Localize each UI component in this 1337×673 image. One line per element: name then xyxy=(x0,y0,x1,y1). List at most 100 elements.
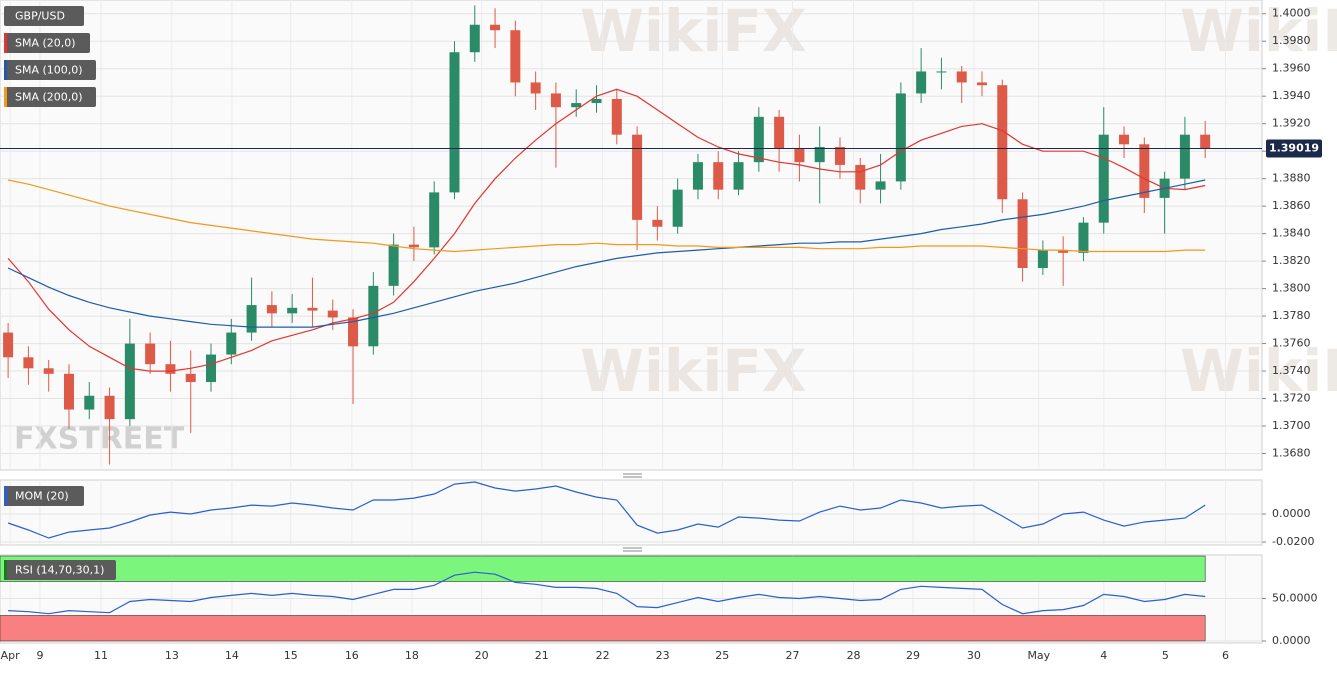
x-tick-label: 5 xyxy=(1162,649,1169,662)
candle-body xyxy=(550,93,561,108)
candle-body xyxy=(713,162,724,190)
x-tick-label: 15 xyxy=(284,649,298,662)
candle-body xyxy=(43,368,54,374)
y-tick-label: 1.3700 xyxy=(1272,419,1311,432)
candle-body xyxy=(1119,134,1130,145)
y-tick-label: 1.3840 xyxy=(1272,227,1311,240)
candle-body xyxy=(1179,134,1190,179)
candle-body xyxy=(936,71,947,73)
legend-swatch xyxy=(4,60,7,80)
legend-box[interactable] xyxy=(4,87,96,107)
candle-body xyxy=(916,71,927,94)
x-tick-label: 9 xyxy=(36,649,43,662)
candle-body xyxy=(733,162,744,190)
x-tick-label: 27 xyxy=(786,649,800,662)
series-line xyxy=(7,481,1206,539)
candle-body xyxy=(834,147,845,165)
candle-body xyxy=(692,162,703,190)
watermark: WikiFX xyxy=(1180,0,1337,65)
candle-body xyxy=(490,24,501,31)
y-tick-label: 1.3880 xyxy=(1272,172,1311,185)
x-tick-label: 4 xyxy=(1100,649,1107,662)
legend-box[interactable] xyxy=(4,33,90,53)
y-tick-label: 0.0000 xyxy=(1272,634,1311,647)
candle-body xyxy=(63,373,74,410)
candle-body xyxy=(307,307,318,311)
candle-body xyxy=(753,116,764,163)
level-band xyxy=(0,615,1206,642)
legend-label: SMA (100,0) xyxy=(15,64,83,77)
series-line xyxy=(7,88,1206,372)
legend-label: SMA (200,0) xyxy=(15,91,83,104)
candle-body xyxy=(449,52,460,193)
candle-body xyxy=(652,219,663,227)
candle-body xyxy=(246,305,257,333)
legend-box[interactable] xyxy=(4,6,84,26)
legend-label: SMA (20,0) xyxy=(15,37,76,50)
legend-label: MOM (20) xyxy=(15,490,69,503)
candle-body xyxy=(104,395,115,420)
candle-body xyxy=(145,343,156,365)
candle-body xyxy=(794,148,805,163)
candle-body xyxy=(3,332,14,358)
candle-body xyxy=(997,85,1008,200)
legend-swatch xyxy=(4,560,7,580)
y-tick-label: 1.3740 xyxy=(1272,364,1311,377)
y-tick-label: 0.0000 xyxy=(1272,507,1311,520)
panel-grip[interactable] xyxy=(623,473,642,552)
x-tick-label: 13 xyxy=(165,649,179,662)
y-tick-label: 1.3680 xyxy=(1272,447,1311,460)
x-tick-label: 28 xyxy=(847,649,861,662)
candle-body xyxy=(510,30,521,83)
candle-body xyxy=(591,98,602,104)
x-tick-label: 20 xyxy=(475,649,489,662)
candle-body xyxy=(206,354,217,383)
x-tick-label: 16 xyxy=(345,649,359,662)
x-tick-label: 25 xyxy=(715,649,729,662)
candle-body xyxy=(469,24,480,53)
y-tick-label: 1.3720 xyxy=(1272,392,1311,405)
y-tick-label: 1.3980 xyxy=(1272,34,1311,47)
x-tick-label: 11 xyxy=(94,649,108,662)
candle-body xyxy=(368,285,379,347)
candle-body xyxy=(1139,144,1150,198)
candle-body xyxy=(348,317,359,347)
x-tick-label: 21 xyxy=(535,649,549,662)
last-price-label: 1.39019 xyxy=(1269,142,1319,155)
legend-box[interactable] xyxy=(4,60,96,80)
candle-body xyxy=(956,71,967,83)
series-line xyxy=(7,179,1206,328)
legend-box[interactable] xyxy=(4,560,116,580)
x-tick-label: 30 xyxy=(967,649,981,662)
candle-body xyxy=(814,147,825,163)
legend-box[interactable] xyxy=(4,486,84,506)
legend-swatch xyxy=(4,486,7,506)
y-tick-label: 1.3820 xyxy=(1272,254,1311,267)
series-line xyxy=(8,571,1206,615)
x-tick-label: 18 xyxy=(405,649,419,662)
candle-body xyxy=(408,244,419,248)
x-tick-label: May xyxy=(1027,649,1050,662)
y-tick-label: -0.0200 xyxy=(1272,535,1314,548)
y-tick-label: 1.3800 xyxy=(1272,282,1311,295)
candle-body xyxy=(530,82,541,94)
logo: FXSTREET xyxy=(14,422,185,457)
level-band xyxy=(0,555,1206,582)
legend-swatch xyxy=(4,33,7,53)
candle-body xyxy=(611,98,622,135)
candle-body xyxy=(1200,134,1211,149)
x-tick-label: 6 xyxy=(1222,649,1229,662)
y-tick-label: 1.3960 xyxy=(1272,62,1311,75)
candle-body xyxy=(23,357,34,369)
candle-body xyxy=(165,364,176,374)
candle-body xyxy=(287,307,298,314)
legend-label: RSI (14,70,30,1) xyxy=(15,564,104,577)
y-tick-label: 50.0000 xyxy=(1272,591,1318,604)
y-tick-label: 1.3940 xyxy=(1272,89,1311,102)
candle-body xyxy=(185,373,196,383)
x-tick-label: 29 xyxy=(906,649,920,662)
candle-body xyxy=(1037,250,1048,268)
series-line xyxy=(7,179,1206,253)
candle-body xyxy=(1017,199,1028,268)
